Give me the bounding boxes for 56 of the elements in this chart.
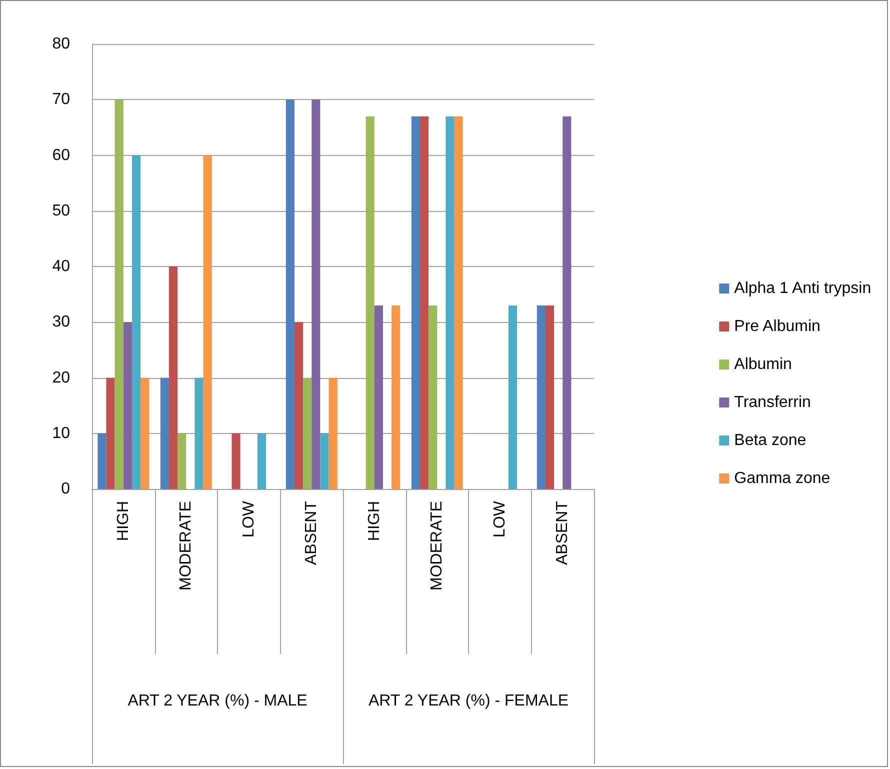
bar xyxy=(286,100,294,489)
bar xyxy=(123,322,132,489)
bar xyxy=(374,305,383,489)
legend-label: Gamma zone xyxy=(734,470,830,487)
bar xyxy=(257,433,266,489)
bar xyxy=(203,155,212,489)
legend-label: Beta zone xyxy=(734,432,806,449)
text: ART 2 YEAR (%) - FEMALE xyxy=(368,692,569,710)
y-tick-label: 50 xyxy=(52,202,70,220)
x-tick-label: LOW xyxy=(240,500,258,538)
bar xyxy=(98,433,106,489)
bar xyxy=(411,116,420,489)
bar xyxy=(232,433,240,489)
bar xyxy=(366,116,374,489)
bar xyxy=(446,116,454,489)
bar xyxy=(536,305,546,489)
y-tick-label: 80 xyxy=(52,36,70,52)
bar xyxy=(328,378,338,489)
x-tick-label: MODERATE xyxy=(428,501,446,590)
bar xyxy=(106,378,115,489)
x-tick-label: LOW xyxy=(491,500,508,538)
bar xyxy=(508,305,518,489)
x-tick-label: HIGH xyxy=(366,501,383,541)
x-tick-label: HIGH xyxy=(114,501,132,541)
y-tick-label: 40 xyxy=(52,258,70,275)
x-tick-label: ABSENT xyxy=(554,500,572,566)
bar xyxy=(168,266,178,489)
text: ART 2 YEAR (%) - MALE xyxy=(128,692,308,710)
y-tick-label: 20 xyxy=(52,369,70,386)
legend-label: Alpha 1 Anti trypsin xyxy=(734,280,872,297)
bar xyxy=(294,322,304,489)
bar xyxy=(428,305,438,489)
y-tick-label: 10 xyxy=(52,424,70,442)
bar xyxy=(160,378,169,489)
x-tick-label: MODERATE xyxy=(178,501,195,590)
bar xyxy=(545,305,554,489)
y-tick-label: 60 xyxy=(52,146,70,164)
x-tick-label: ABSENT xyxy=(303,500,320,566)
bar xyxy=(454,116,463,489)
bar xyxy=(178,433,186,489)
bar xyxy=(114,100,124,489)
bar xyxy=(392,305,400,489)
legend-label: Albumin xyxy=(734,356,792,373)
bar xyxy=(303,378,312,489)
bar xyxy=(140,378,150,489)
bar xyxy=(132,155,141,489)
y-tick-label: 70 xyxy=(52,91,70,108)
y-tick-label: 30 xyxy=(52,314,70,331)
bar xyxy=(320,433,329,489)
bar xyxy=(420,116,429,489)
y-tick-label: 0 xyxy=(61,480,70,498)
bar xyxy=(562,116,572,489)
legend-label: Transferrin xyxy=(734,394,811,411)
legend-label: Pre Albumin xyxy=(734,318,820,335)
bar xyxy=(312,100,320,489)
bar xyxy=(194,378,204,489)
